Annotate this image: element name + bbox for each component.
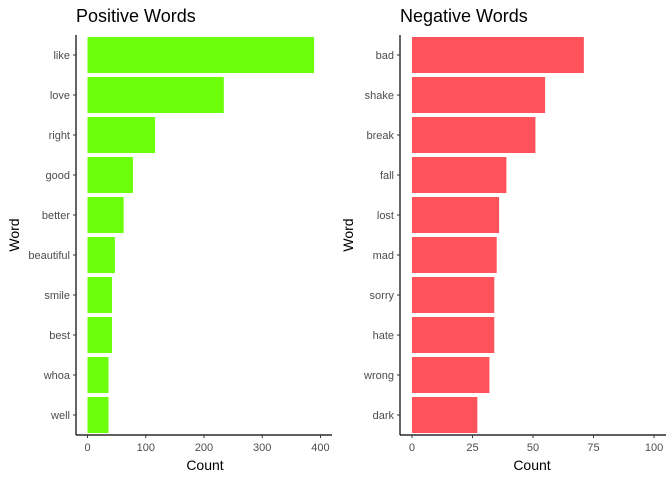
positive-bar-best bbox=[87, 317, 112, 353]
positive-chart-title: Positive Words bbox=[76, 6, 196, 26]
negative-y-tick-label: mad bbox=[373, 250, 394, 262]
negative-bar-lost bbox=[411, 197, 500, 233]
positive-y-axis-title: Word bbox=[6, 218, 22, 251]
positive-bar-love bbox=[87, 77, 224, 113]
positive-bar-smile bbox=[87, 277, 112, 313]
negative-chart-title: Negative Words bbox=[400, 6, 528, 26]
negative-y-tick-label: sorry bbox=[370, 290, 395, 302]
negative-y-tick-label: wrong bbox=[363, 370, 394, 382]
negative-bar-wrong bbox=[411, 357, 490, 393]
negative-y-tick-label: fall bbox=[380, 170, 394, 182]
positive-y-tick-label: good bbox=[46, 170, 70, 182]
negative-bar-hate bbox=[411, 317, 495, 353]
positive-bar-whoa bbox=[87, 357, 109, 393]
positive-bar-beautiful bbox=[87, 237, 115, 273]
positive-y-tick-label: right bbox=[49, 130, 70, 142]
positive-bar-better bbox=[87, 197, 124, 233]
negative-y-tick-label: bad bbox=[376, 50, 394, 62]
positive-y-tick-label: smile bbox=[44, 290, 70, 302]
negative-y-tick-label: break bbox=[366, 130, 394, 142]
negative-bar-fall bbox=[411, 157, 507, 193]
positive-y-tick-label: whoa bbox=[43, 370, 71, 382]
negative-bar-break bbox=[411, 117, 536, 153]
negative-bar-sorry bbox=[411, 277, 495, 313]
positive-bar-right bbox=[87, 117, 156, 153]
positive-x-tick-label: 300 bbox=[253, 442, 271, 454]
negative-bar-shake bbox=[411, 77, 546, 113]
positive-x-tick-label: 0 bbox=[84, 442, 90, 454]
negative-x-tick-label: 50 bbox=[527, 442, 539, 454]
negative-y-tick-label: dark bbox=[373, 410, 395, 422]
negative-x-tick-label: 100 bbox=[645, 442, 663, 454]
positive-bar-like bbox=[87, 37, 315, 73]
positive-y-tick-label: like bbox=[53, 50, 70, 62]
negative-x-tick-label: 25 bbox=[466, 442, 478, 454]
positive-bar-good bbox=[87, 157, 133, 193]
positive-bar-well bbox=[87, 397, 109, 433]
positive-y-tick-label: better bbox=[42, 210, 70, 222]
negative-bar-dark bbox=[411, 397, 478, 433]
negative-y-tick-label: shake bbox=[365, 90, 394, 102]
positive-y-tick-label: well bbox=[50, 410, 70, 422]
positive-x-tick-label: 100 bbox=[137, 442, 155, 454]
negative-y-tick-label: lost bbox=[377, 210, 394, 222]
positive-y-tick-label: best bbox=[49, 330, 70, 342]
negative-x-axis-title: Count bbox=[513, 457, 550, 473]
positive-y-tick-label: love bbox=[50, 90, 70, 102]
negative-y-tick-label: hate bbox=[373, 330, 394, 342]
positive-x-tick-label: 200 bbox=[195, 442, 213, 454]
negative-y-axis-title: Word bbox=[340, 218, 356, 251]
negative-x-tick-label: 75 bbox=[587, 442, 599, 454]
negative-x-tick-label: 0 bbox=[409, 442, 415, 454]
negative-bar-mad bbox=[411, 237, 497, 273]
positive-x-tick-label: 400 bbox=[311, 442, 329, 454]
positive-x-axis-title: Count bbox=[186, 457, 223, 473]
positive-y-tick-label: beautiful bbox=[28, 250, 70, 262]
negative-bar-bad bbox=[411, 37, 584, 73]
